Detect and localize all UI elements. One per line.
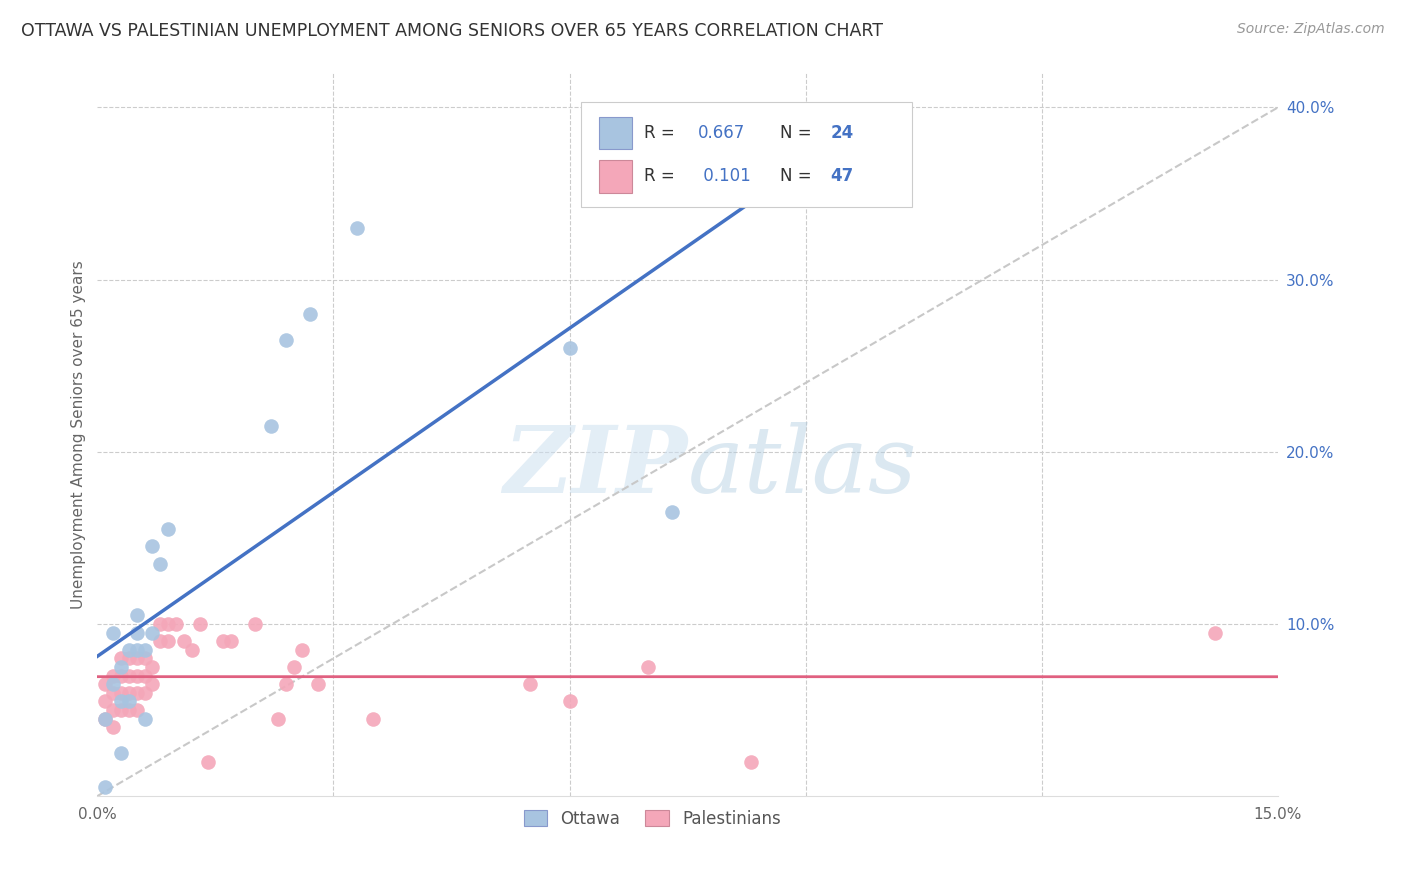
Point xyxy=(118,651,141,665)
Point xyxy=(141,540,163,554)
Point xyxy=(125,642,148,657)
Text: 0.667: 0.667 xyxy=(699,124,745,142)
Point xyxy=(94,712,117,726)
Point xyxy=(101,668,124,682)
Point xyxy=(125,686,148,700)
Point xyxy=(197,755,219,769)
Point xyxy=(637,660,659,674)
Point xyxy=(118,703,141,717)
Point xyxy=(149,616,172,631)
Point xyxy=(134,642,156,657)
Text: N =: N = xyxy=(780,168,817,186)
Point xyxy=(558,694,581,708)
Point xyxy=(173,634,195,648)
Point xyxy=(157,634,180,648)
Point xyxy=(558,342,581,356)
Point xyxy=(212,634,235,648)
Point xyxy=(94,780,117,795)
Point xyxy=(361,712,384,726)
Point xyxy=(149,557,172,571)
Point xyxy=(180,642,202,657)
Point xyxy=(101,625,124,640)
Point xyxy=(307,677,329,691)
Point xyxy=(101,686,124,700)
Point xyxy=(118,668,141,682)
Point xyxy=(141,660,163,674)
Text: N =: N = xyxy=(780,124,817,142)
Point xyxy=(125,703,148,717)
Point xyxy=(298,307,321,321)
FancyBboxPatch shape xyxy=(599,161,633,193)
Point xyxy=(134,651,156,665)
Text: 0.101: 0.101 xyxy=(699,168,751,186)
FancyBboxPatch shape xyxy=(582,102,912,207)
Point xyxy=(267,712,290,726)
FancyBboxPatch shape xyxy=(599,117,633,149)
Point xyxy=(740,755,762,769)
Text: R =: R = xyxy=(644,168,681,186)
Point xyxy=(243,616,266,631)
Point xyxy=(110,660,132,674)
Point xyxy=(134,712,156,726)
Point xyxy=(157,522,180,536)
Point xyxy=(125,625,148,640)
Point xyxy=(188,616,211,631)
Point xyxy=(94,712,117,726)
Point xyxy=(283,660,305,674)
Point xyxy=(110,668,132,682)
Point xyxy=(346,221,368,235)
Point xyxy=(125,651,148,665)
Point xyxy=(110,686,132,700)
Point xyxy=(661,505,683,519)
Point xyxy=(134,668,156,682)
Point xyxy=(276,677,298,691)
Point xyxy=(165,616,187,631)
Point xyxy=(291,642,314,657)
Text: Source: ZipAtlas.com: Source: ZipAtlas.com xyxy=(1237,22,1385,37)
Text: 47: 47 xyxy=(831,168,853,186)
Point xyxy=(149,634,172,648)
Point xyxy=(1204,625,1226,640)
Point xyxy=(110,694,132,708)
Text: atlas: atlas xyxy=(688,422,917,512)
Point xyxy=(259,418,281,433)
Point xyxy=(110,746,132,760)
Text: R =: R = xyxy=(644,124,681,142)
Point xyxy=(101,677,124,691)
Point xyxy=(110,703,132,717)
Point xyxy=(118,642,141,657)
Point xyxy=(118,686,141,700)
Point xyxy=(276,333,298,347)
Y-axis label: Unemployment Among Seniors over 65 years: Unemployment Among Seniors over 65 years xyxy=(72,260,86,609)
Point xyxy=(125,608,148,623)
Point xyxy=(94,694,117,708)
Point xyxy=(519,677,541,691)
Point xyxy=(118,694,141,708)
Point xyxy=(110,651,132,665)
Text: ZIP: ZIP xyxy=(503,422,688,512)
Point xyxy=(94,677,117,691)
Point xyxy=(141,625,163,640)
Point xyxy=(141,677,163,691)
Point xyxy=(134,686,156,700)
Text: 24: 24 xyxy=(831,124,853,142)
Point xyxy=(125,668,148,682)
Point xyxy=(157,616,180,631)
Text: OTTAWA VS PALESTINIAN UNEMPLOYMENT AMONG SENIORS OVER 65 YEARS CORRELATION CHART: OTTAWA VS PALESTINIAN UNEMPLOYMENT AMONG… xyxy=(21,22,883,40)
Point xyxy=(219,634,242,648)
Point xyxy=(101,720,124,734)
Legend: Ottawa, Palestinians: Ottawa, Palestinians xyxy=(517,804,787,835)
Point xyxy=(101,703,124,717)
